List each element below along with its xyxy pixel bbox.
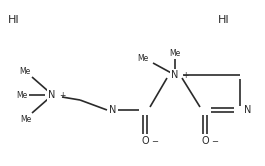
Text: Me: Me <box>16 90 28 99</box>
Text: Me: Me <box>19 67 31 76</box>
Text: HI: HI <box>218 15 230 25</box>
Text: N: N <box>171 70 179 80</box>
Text: N: N <box>48 90 56 100</box>
Text: Me: Me <box>20 115 32 124</box>
Text: N: N <box>244 105 251 115</box>
Text: HI: HI <box>8 15 20 25</box>
Text: +: + <box>182 71 188 80</box>
Text: Me: Me <box>169 48 181 57</box>
Text: −: − <box>151 137 158 146</box>
Text: N: N <box>109 105 117 115</box>
Text: O: O <box>141 136 149 146</box>
Text: +: + <box>59 91 65 100</box>
Text: Me: Me <box>137 53 149 63</box>
Text: O: O <box>201 136 209 146</box>
Text: −: − <box>211 137 218 146</box>
